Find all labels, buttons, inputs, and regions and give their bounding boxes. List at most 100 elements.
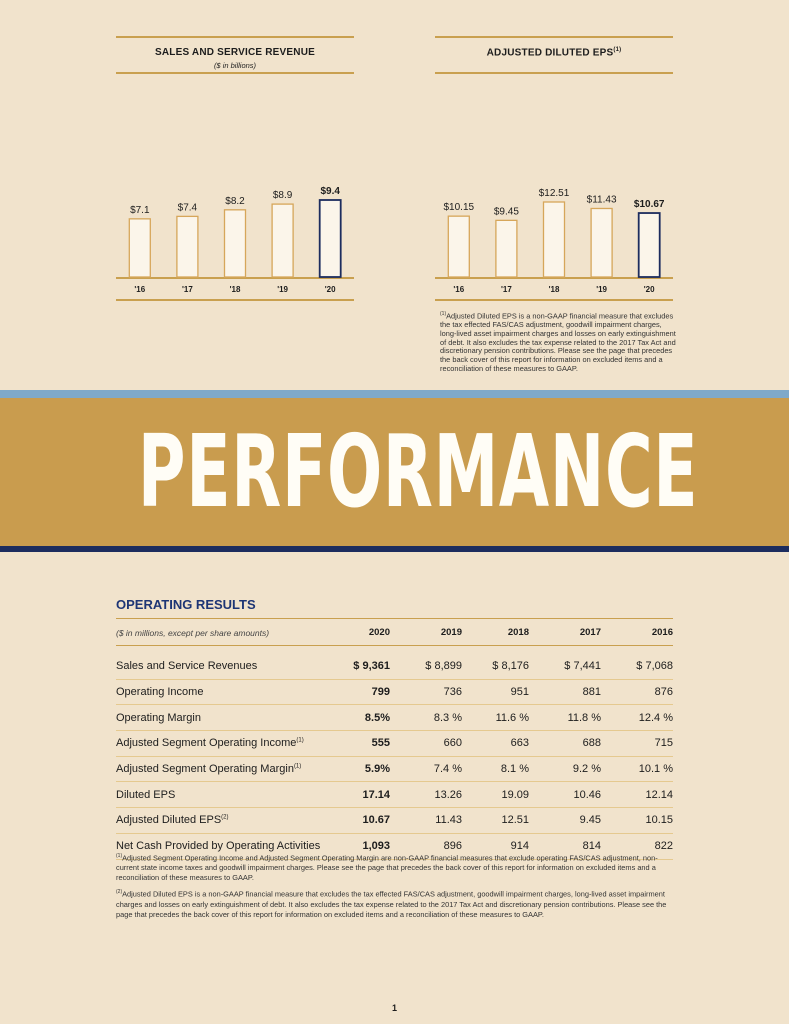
year-header: 2016 [601,618,673,646]
chart-bottom-rule [435,299,673,301]
bar-value-label: $9.45 [494,206,519,217]
table-cell: 10.1 % [601,756,673,783]
table-row: Adjusted Segment Operating Margin(1) 5.9%… [116,756,673,783]
footnote: (2)Adjusted Diluted EPS is a non-GAAP fi… [116,889,667,919]
table-cell: 881 [529,679,601,706]
table-cell: 814 [529,833,601,860]
x-tick-label: '16 [453,285,464,294]
table-cell: 12.51 [462,807,529,834]
x-tick-label: '18 [549,285,560,294]
table-cell: 1,093 [342,833,390,860]
table-cell: 17.14 [342,781,390,809]
bar-value-label: $9.4 [320,186,340,197]
sales-revenue-plot: $7.1 '16 $7.4 '17 $8.2 '18 $8.9 '19 $9.4 '20 [116,186,354,301]
row-label: Operating Income [116,679,342,706]
table-cell: $ 8,176 [462,645,529,680]
row-label: Net Cash Provided by Operating Activitie… [116,833,342,860]
operating-results-table: ($ in millions, except per share amounts… [116,618,673,860]
chart-bar [223,209,247,278]
table-cell: $ 8,899 [390,645,462,680]
x-tick-label: '19 [596,285,607,294]
chart-subtitle: ($ in billions) [213,61,257,70]
table-cell: 8.5% [342,704,390,732]
table-cell: 8.3 % [390,704,462,732]
chart-bottom-rule [116,299,354,301]
row-label: Diluted EPS [116,781,342,809]
adjusted-eps-plot: $10.15 '16 $9.45 '17 $12.51 '18 $11.43 '19 $10.6… [435,188,673,301]
eps-chart-footnote: (1)Adjusted Diluted EPS is a non-GAAP fi… [440,311,676,373]
chart-title: SALES AND SERVICE REVENUE [154,47,316,58]
table-cell: 13.26 [390,781,462,809]
x-tick-label: '17 [182,285,193,294]
footnote: (1)Adjusted Segment Operating Income and… [116,853,658,883]
chart-bar [271,203,294,278]
chart-bar [447,215,470,278]
table-cell: 11.8 % [529,704,601,732]
x-tick-label: '20 [325,285,336,294]
table-cell: $ 9,361 [342,645,390,680]
table-cell: 876 [601,679,673,706]
chart-top-rule [435,36,673,38]
row-label: Sales and Service Revenues [116,645,342,680]
bar-value-label: $7.1 [130,205,150,216]
banner-title: PERFORMANCE [137,413,699,530]
table-row: Sales and Service Revenues $ 9,361 $ 8,899… [116,645,673,680]
chart-bar [318,199,342,278]
chart-top-rule [116,36,354,38]
table-cell: $ 7,068 [601,645,673,680]
row-label: Operating Margin [116,704,342,732]
year-header: 2017 [529,618,601,646]
table-cell: 736 [390,679,462,706]
chart-bar [637,212,661,278]
bar-value-label: $8.2 [225,196,245,207]
bar-value-label: $12.51 [539,188,570,199]
table-cell: 896 [390,833,462,860]
banner-top-stripe [0,390,789,398]
chart-baseline [435,277,673,279]
table-footnotes: (1)Adjusted Segment Operating Income and… [116,851,676,924]
chart-title: ADJUSTED DILUTED EPS(1) [486,47,622,59]
year-header: 2019 [390,618,462,646]
table-header-row: ($ in millions, except per share amounts… [116,618,673,646]
table-cell: 11.6 % [462,704,529,732]
row-label: Adjusted Segment Operating Income(1) [116,730,342,757]
bar-value-label: $11.43 [587,194,617,205]
operating-results-heading: OPERATING RESULTS [116,597,256,612]
year-header: 2020 [342,618,390,646]
chart-bar [495,219,518,278]
units-note: ($ in millions, except per share amounts… [116,618,342,646]
year-header: 2018 [462,618,529,646]
table-cell: 12.14 [601,781,673,809]
row-label: Adjusted Segment Operating Margin(1) [116,756,342,783]
table-cell: 715 [601,730,673,757]
table-cell: 10.15 [601,807,673,834]
x-tick-label: '20 [644,285,655,294]
table-cell: 5.9% [342,756,390,783]
table-cell: 9.2 % [529,756,601,783]
table-cell: 555 [342,730,390,757]
bar-value-label: $7.4 [178,202,198,213]
x-tick-label: '16 [134,285,145,294]
chart-bar [128,218,151,278]
chart-bar [590,207,613,278]
banner-bottom-stripe [0,546,789,552]
table-row: Diluted EPS 17.14 13.26 19.09 10.46 12.14 [116,781,673,809]
page-number: 1 [391,1003,397,1013]
table-cell: 688 [529,730,601,757]
x-tick-label: '18 [230,285,241,294]
table-row: Operating Margin 8.5% 8.3 % 11.6 % 11.8 % 12.… [116,704,673,732]
table-row: Adjusted Segment Operating Income(1) 555 6… [116,730,673,757]
x-tick-label: '17 [501,285,512,294]
banner-background [0,398,789,546]
table-row: Net Cash Provided by Operating Activitie… [116,833,673,860]
chart-bar [542,201,566,278]
chart-bar [176,215,199,278]
table-cell: 19.09 [462,781,529,809]
table-cell: 799 [342,679,390,706]
table-row: Adjusted Diluted EPS(2) 10.67 11.43 12.51 9.… [116,807,673,834]
table-row: Operating Income 799 736 951 881 876 [116,679,673,706]
table-cell: 10.67 [342,807,390,834]
table-cell: 660 [390,730,462,757]
table-cell: 9.45 [529,807,601,834]
table-cell: $ 7,441 [529,645,601,680]
